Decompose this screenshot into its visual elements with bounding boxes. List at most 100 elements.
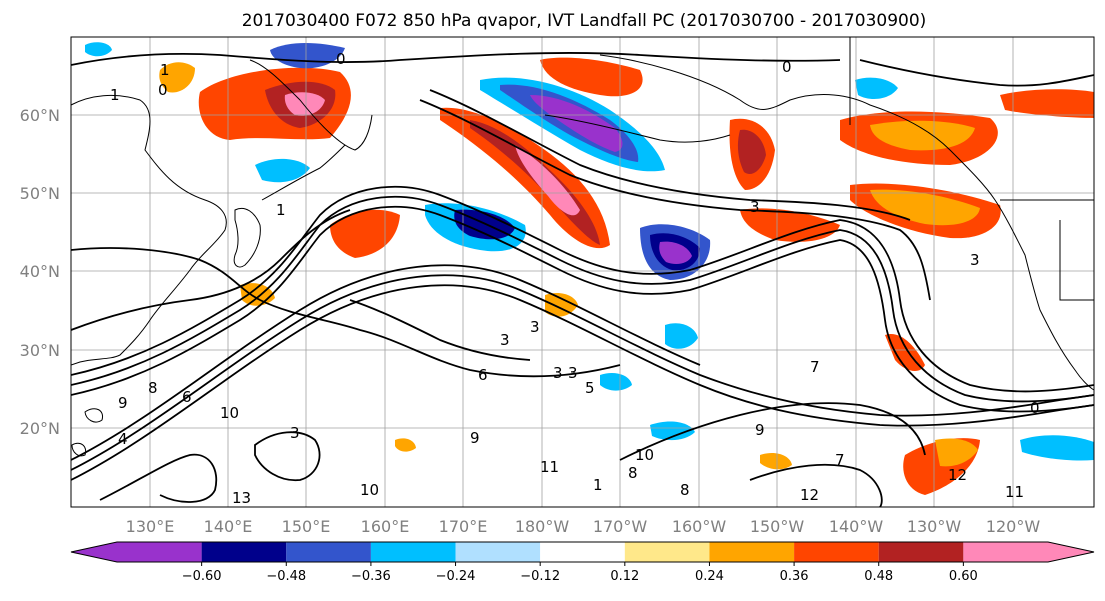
contour-label: 0 — [158, 81, 168, 99]
contour-layer — [71, 52, 1094, 507]
contour-labels: 0 0 1 1 1 0 3 3 3 3 3 3 5 6 8 9 9 9 10 1… — [110, 50, 1040, 507]
lat-label: 30°N — [20, 341, 60, 360]
contour-label: 12 — [800, 486, 819, 504]
shading-patch-negative — [600, 373, 632, 391]
contour-line — [619, 402, 926, 461]
contour-label: 3 — [290, 424, 300, 442]
shading-patch-positive — [1000, 89, 1094, 118]
map-frame — [70, 36, 1095, 508]
shading-patch-positive — [540, 57, 643, 97]
shading-patch-positive — [760, 453, 792, 470]
shading-patch-negative — [255, 158, 310, 183]
lon-label: 130°W — [907, 517, 962, 536]
lon-label: 180°W — [515, 517, 570, 536]
shading-patch-positive — [737, 129, 766, 175]
lat-axis: 60°N 50°N 40°N 30°N 20°N — [20, 106, 60, 438]
contour-label: 3 — [530, 318, 540, 336]
contour-line — [419, 99, 931, 301]
contour-label: 3 — [553, 364, 563, 382]
shading-patch-positive — [330, 209, 400, 258]
shading-patch-negative — [650, 421, 695, 441]
colorbar-tick-label: 0.36 — [780, 569, 809, 584]
colorbar-tick-label: −0.36 — [351, 569, 391, 584]
shading-patch-positive — [284, 92, 325, 116]
colorbar-tick-label: −0.12 — [520, 569, 560, 584]
colorbar-tick-label: 0.24 — [695, 569, 724, 584]
shading-patch-negative — [855, 77, 898, 100]
lon-label: 160°W — [672, 517, 727, 536]
contour-line — [71, 264, 701, 461]
colorbar-swatch — [201, 542, 287, 562]
contour-label: 3 — [750, 198, 760, 216]
shading-patch-positive — [515, 145, 580, 216]
lon-label: 130°E — [126, 517, 175, 536]
contour-label: 0 — [782, 58, 792, 76]
lon-label: 120°W — [986, 517, 1041, 536]
contour-label: 8 — [680, 481, 690, 499]
contour-line — [71, 274, 1094, 471]
contour-label: 11 — [540, 458, 559, 476]
colorbar — [70, 541, 1095, 563]
contour-line — [749, 463, 883, 507]
contour-label: 1 — [160, 61, 170, 79]
shading-patch-positive — [740, 208, 840, 242]
contour-line — [254, 431, 321, 482]
colorbar-outline — [70, 541, 1095, 563]
contour-label: 7 — [835, 451, 845, 469]
lat-label: 50°N — [20, 184, 60, 203]
colorbar-tick-label: 0.48 — [864, 569, 893, 584]
border-canada-us — [1000, 199, 1094, 301]
contour-label: 10 — [635, 446, 654, 464]
colorbar-swatch — [963, 542, 1094, 562]
contour-label: 0 — [336, 50, 346, 68]
contour-label: 10 — [220, 404, 239, 422]
coastline-alaska — [599, 54, 1094, 391]
coastline-japan — [233, 207, 261, 268]
contour-label: 11 — [1005, 483, 1024, 501]
contour-label: 9 — [470, 429, 480, 447]
shading-patch-positive — [159, 62, 195, 93]
contour-label: 0 — [1030, 399, 1040, 417]
shading-patch-positive — [870, 189, 980, 226]
colorbar-tick-labels: −0.60 −0.48 −0.36 −0.24 −0.12 0.12 0.24 0.36 0.4… — [182, 562, 978, 584]
lat-label: 40°N — [20, 262, 60, 281]
contour-label: 4 — [118, 430, 128, 448]
shading-patch-negative — [659, 241, 692, 264]
shading-patch-negative — [85, 42, 112, 57]
contour-label: 5 — [585, 379, 595, 397]
coastlines — [71, 37, 1094, 457]
lat-label: 60°N — [20, 106, 60, 125]
coastline-islands — [71, 408, 104, 457]
contour-line — [71, 52, 841, 66]
lat-label: 20°N — [20, 419, 60, 438]
contour-label: 1 — [276, 201, 286, 219]
colorbar-swatch — [540, 542, 625, 562]
coastline-asia — [71, 95, 227, 366]
colorbar-swatch — [878, 542, 964, 562]
contour-line — [71, 247, 621, 378]
shading-patch-positive — [545, 293, 578, 317]
contour-line — [99, 453, 218, 503]
lon-label: 150°W — [750, 517, 805, 536]
shading-patch-negative — [1020, 435, 1094, 461]
colorbar-swatch — [624, 542, 710, 562]
contour-label: 1 — [593, 476, 603, 494]
coastline-kurils — [261, 144, 346, 201]
contour-label: 6 — [478, 366, 488, 384]
contour-line — [71, 185, 1094, 393]
colorbar-swatch — [709, 542, 795, 562]
colorbar-swatch — [286, 542, 371, 562]
colorbar-tick-label: 0.60 — [949, 569, 978, 584]
contour-line — [71, 209, 351, 331]
contour-line — [71, 284, 1094, 481]
shading-patch-positive — [935, 438, 978, 467]
contour-line — [71, 205, 1094, 413]
contour-label: 9 — [118, 394, 128, 412]
contour-label: 3 — [568, 364, 578, 382]
lon-label: 150°E — [282, 517, 331, 536]
lon-axis: 130°E 140°E 150°E 160°E 170°E 180°W 170°… — [126, 517, 1041, 536]
lon-label: 170°W — [593, 517, 648, 536]
contour-label: 9 — [755, 421, 765, 439]
contour-label: 10 — [360, 481, 379, 499]
